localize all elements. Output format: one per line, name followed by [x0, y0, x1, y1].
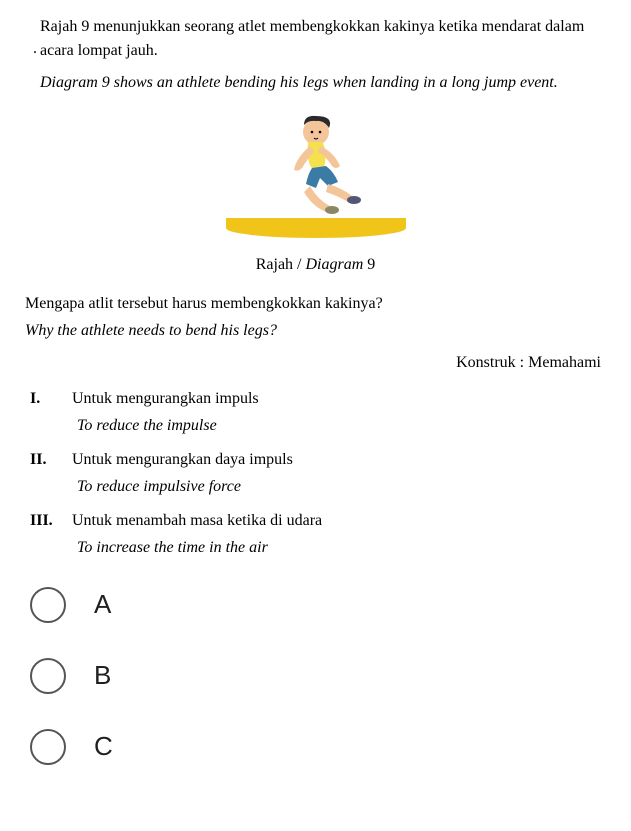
statement-item: II. Untuk mengurangkan daya impuls: [30, 448, 606, 472]
question-intro-english: Diagram 9 shows an athlete bending his l…: [40, 71, 606, 95]
radio-icon[interactable]: [30, 658, 66, 694]
caption-malay: Rajah /: [256, 256, 306, 273]
statement-number: III.: [30, 509, 72, 533]
statement-english: To increase the time in the air: [77, 536, 606, 560]
option-b[interactable]: B: [30, 656, 606, 695]
statement-english: To reduce impulsive force: [77, 475, 606, 499]
radio-icon[interactable]: [30, 729, 66, 765]
statement-number: I.: [30, 387, 72, 411]
subquestion-malay: Mengapa atlit tersebut harus membengkokk…: [25, 292, 606, 316]
option-label: A: [94, 585, 111, 624]
option-c[interactable]: C: [30, 727, 606, 766]
diagram-figure: [25, 110, 606, 248]
statement-malay: Untuk menambah masa ketika di udara: [72, 509, 606, 533]
option-a[interactable]: A: [30, 585, 606, 624]
statement-malay: Untuk mengurangkan daya impuls: [72, 448, 606, 472]
question-bullet: .: [33, 37, 37, 61]
statements-list: I. Untuk mengurangkan impuls To reduce t…: [30, 387, 606, 560]
statement-item: I. Untuk mengurangkan impuls: [30, 387, 606, 411]
statement-english: To reduce the impulse: [77, 414, 606, 438]
answer-options: A B C: [30, 585, 606, 766]
statement-item: III. Untuk menambah masa ketika di udara: [30, 509, 606, 533]
diagram-caption: Rajah / Diagram 9: [25, 253, 606, 277]
statement-number: II.: [30, 448, 72, 472]
athlete-diagram-icon: [216, 110, 416, 240]
statement-malay: Untuk mengurangkan impuls: [72, 387, 606, 411]
konstruk-label: Konstruk : Memahami: [25, 351, 606, 375]
radio-icon[interactable]: [30, 587, 66, 623]
subquestion-english: Why the athlete needs to bend his legs?: [25, 319, 606, 343]
caption-english: Diagram: [305, 256, 363, 273]
caption-number: 9: [363, 256, 375, 273]
option-label: C: [94, 727, 113, 766]
question-intro-malay: Rajah 9 menunjukkan seorang atlet memben…: [40, 15, 606, 63]
option-label: B: [94, 656, 111, 695]
